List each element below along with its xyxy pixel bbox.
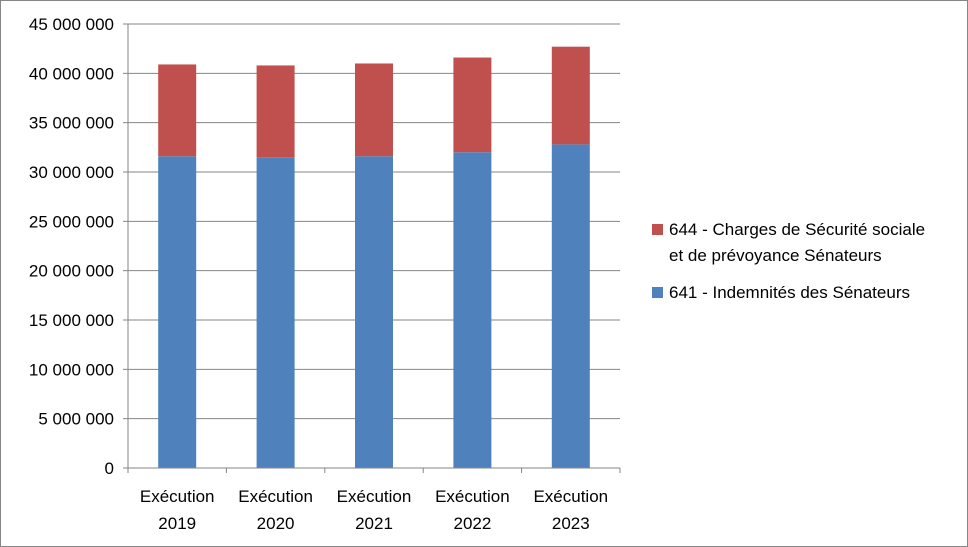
bar-641-2019	[158, 156, 197, 469]
bar-644-2019	[158, 64, 197, 157]
bar-644-2021	[355, 63, 393, 157]
x-tick-label: 2019	[158, 514, 196, 533]
legend-swatch-644	[652, 224, 663, 235]
y-tick-label: 20 000 000	[29, 262, 114, 281]
axes	[127, 24, 621, 473]
bar-641-2022	[453, 152, 492, 468]
bar-644-2020	[256, 65, 295, 158]
x-tick-label: 2021	[355, 514, 393, 533]
x-tick-label: Exécution	[238, 487, 313, 506]
y-tick-label: 35 000 000	[29, 114, 114, 133]
bar-644-2022	[453, 57, 492, 153]
y-tick-label: 40 000 000	[29, 64, 114, 83]
y-tick-label: 25 000 000	[29, 212, 114, 231]
bar-641-2023	[551, 144, 590, 468]
bar-644-2023	[551, 46, 590, 145]
x-tick-label: 2020	[257, 514, 295, 533]
x-tick-label: Exécution	[337, 487, 412, 506]
x-tick-label: Exécution	[435, 487, 510, 506]
x-tick-labels: Exécution 2019 Exécution 2020 Exécution 2021 E…	[140, 487, 608, 533]
y-tick-label: 0	[105, 459, 114, 478]
x-tick-label: 2022	[453, 514, 491, 533]
x-tick-label: 2023	[552, 514, 590, 533]
x-tick-label: Exécution	[140, 487, 215, 506]
legend: 644 - Charges de Sécurité sociale et de …	[652, 220, 925, 302]
y-tick-label: 15 000 000	[29, 311, 114, 330]
y-tick-labels: 0 5 000 000 10 000 000 15 000 000 20 000 000…	[29, 15, 114, 478]
legend-label-644-line1: 644 - Charges de Sécurité sociale	[669, 220, 925, 239]
bar-641-2021	[355, 156, 393, 469]
legend-swatch-641	[652, 287, 663, 298]
legend-label-641: 641 - Indemnités des Sénateurs	[669, 283, 910, 302]
x-tick-label: Exécution	[533, 487, 608, 506]
bar-641-2020	[256, 157, 295, 468]
y-tick-label: 45 000 000	[29, 15, 114, 34]
bars	[158, 46, 590, 469]
y-tick-label: 10 000 000	[29, 360, 114, 379]
y-tick-label: 30 000 000	[29, 163, 114, 182]
y-tick-label: 5 000 000	[38, 410, 114, 429]
legend-label-644-line2: et de prévoyance Sénateurs	[669, 246, 882, 265]
